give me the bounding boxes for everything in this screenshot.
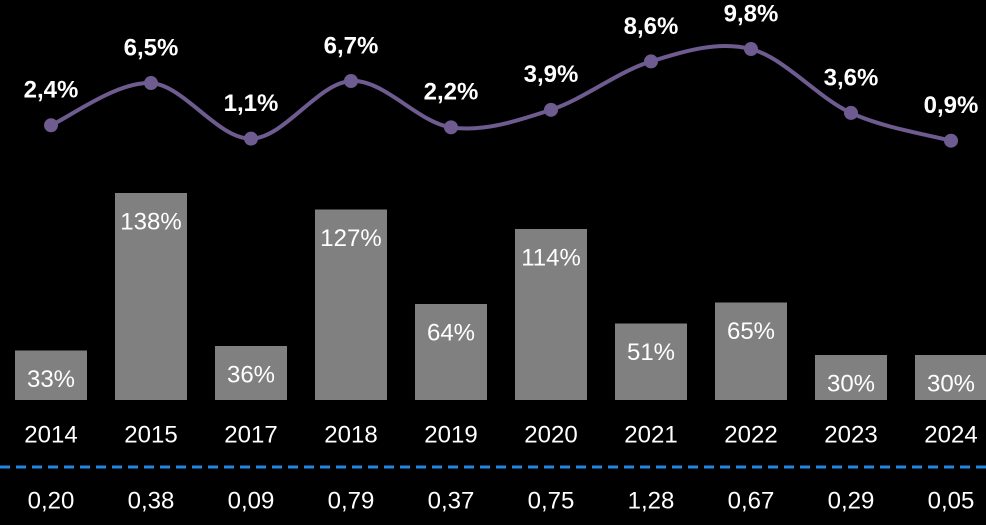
line-point: [444, 120, 458, 135]
line-label: 2,2%: [424, 79, 479, 106]
bar: [315, 209, 387, 400]
line-point: [944, 133, 958, 148]
row-value: 1,28: [628, 487, 675, 514]
x-tick-label: 2021: [624, 421, 677, 448]
bar-label: 138%: [120, 208, 181, 235]
x-tick-label: 2014: [24, 421, 77, 448]
x-tick-label: 2022: [724, 421, 777, 448]
line-point: [844, 105, 858, 120]
bar: [715, 302, 787, 400]
x-tick-label: 2023: [824, 421, 877, 448]
line-label: 3,9%: [524, 61, 579, 88]
line-label: 1,1%: [224, 90, 279, 117]
bar-label: 30%: [927, 370, 975, 397]
row-value: 0,67: [728, 487, 775, 514]
line: [50, 43, 952, 143]
line-label: 3,6%: [824, 64, 879, 91]
bar: [915, 355, 986, 400]
x-tick-label: 2015: [124, 421, 177, 448]
line-point: [344, 73, 358, 88]
line-point: [644, 54, 658, 69]
line-label: 9,8%: [724, 0, 779, 27]
line-label: 6,5%: [124, 34, 179, 61]
bar-label: 127%: [320, 225, 381, 252]
line-point: [44, 118, 58, 133]
bar-label: 64%: [427, 319, 475, 346]
bar: [615, 323, 687, 400]
line-point: [744, 42, 758, 57]
x-tick-label: 2020: [524, 421, 577, 448]
bar: [515, 229, 587, 400]
bar: [415, 304, 487, 400]
bar: [815, 355, 887, 400]
row-value: 0,20: [28, 487, 75, 514]
row-value: 0,09: [228, 487, 275, 514]
bar: [215, 346, 287, 400]
bar-label: 30%: [827, 370, 875, 397]
line-label: 6,7%: [324, 32, 379, 59]
bar-label: 33%: [27, 366, 75, 393]
row-value: 0,79: [328, 487, 375, 514]
x-tick-label: 2019: [424, 421, 477, 448]
bar: [15, 350, 87, 400]
line-label: 0,9%: [924, 92, 979, 119]
x-tick-label: 2017: [224, 421, 277, 448]
x-tick-label: 2018: [324, 421, 377, 448]
bar-label: 114%: [521, 244, 581, 271]
row-value: 0,05: [928, 487, 975, 514]
line-point: [144, 76, 158, 91]
line-label: 2,4%: [24, 77, 79, 104]
line-point: [244, 131, 258, 146]
row-value: 0,37: [428, 487, 475, 514]
bar: [115, 193, 187, 400]
line-label: 8,6%: [624, 13, 679, 40]
x-tick-label: 2024: [924, 421, 977, 448]
bar-label: 36%: [227, 361, 275, 388]
row-value: 0,29: [828, 487, 875, 514]
line-point: [544, 102, 558, 117]
row-value: 0,38: [128, 487, 175, 514]
row-value: 0,75: [528, 487, 575, 514]
bar-label: 51%: [627, 339, 675, 366]
bar-label: 65%: [727, 318, 775, 345]
